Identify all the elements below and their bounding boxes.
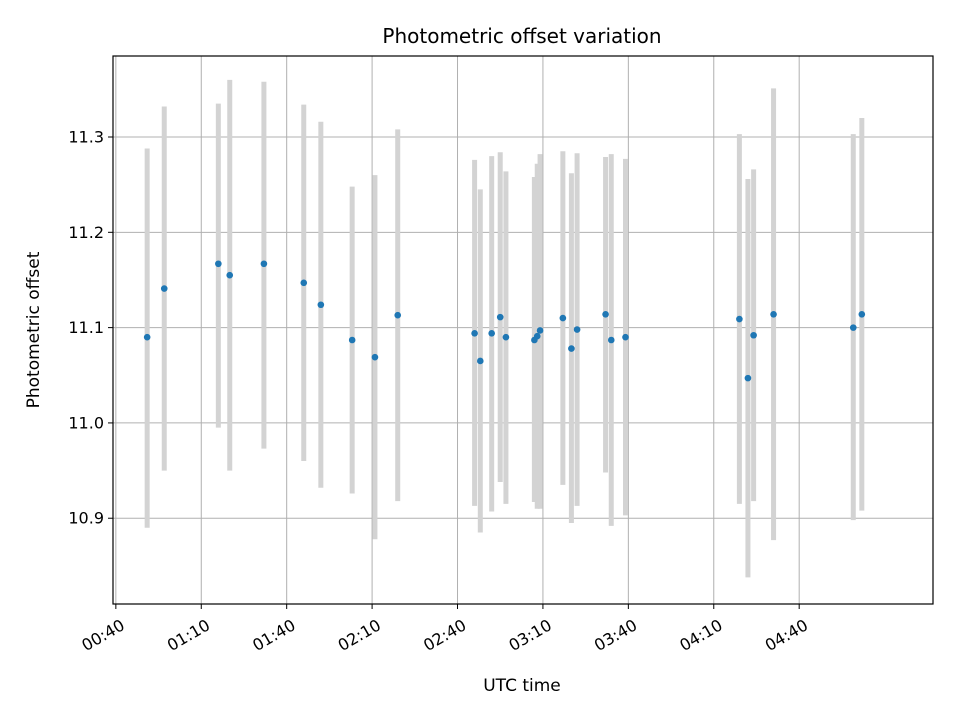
grid [113, 56, 933, 604]
y-axis-label: Photometric offset [24, 251, 44, 408]
data-points [143, 260, 866, 382]
data-point [858, 310, 866, 318]
data-point [300, 279, 308, 287]
data-point [533, 332, 541, 340]
data-point [744, 374, 752, 382]
data-point [143, 333, 151, 341]
data-point [476, 357, 484, 365]
plot-frame [112, 55, 934, 605]
chart-title: Photometric offset variation [382, 24, 661, 48]
data-point [226, 271, 234, 279]
y-tick-label: 10.9 [68, 509, 104, 528]
data-point [568, 345, 575, 352]
data-point [260, 260, 268, 268]
data-point [849, 324, 857, 331]
data-point [536, 327, 544, 334]
data-point [602, 310, 609, 318]
data-point [471, 330, 478, 337]
x-axis-label: UTC time [483, 676, 561, 696]
data-point [488, 330, 495, 337]
data-point [160, 285, 168, 292]
data-point [215, 260, 222, 268]
data-point [573, 326, 581, 333]
y-tick-label: 11.2 [68, 223, 104, 242]
data-point [770, 310, 777, 318]
data-point [317, 301, 325, 309]
data-point [496, 313, 504, 321]
data-point [502, 333, 510, 341]
y-tick-label: 11.1 [68, 318, 104, 337]
data-point [559, 314, 567, 322]
y-tick-label: 11.3 [68, 128, 104, 147]
y-axis-ticks: 10.9 11.0 11.1 11.2 11.3 [68, 128, 113, 528]
y-tick-label: 11.0 [68, 413, 104, 432]
data-point [750, 331, 757, 339]
data-point [736, 315, 743, 323]
data-point [607, 336, 615, 344]
data-point [371, 353, 379, 361]
data-point [394, 311, 402, 319]
data-point [622, 333, 629, 341]
data-point [348, 336, 356, 344]
